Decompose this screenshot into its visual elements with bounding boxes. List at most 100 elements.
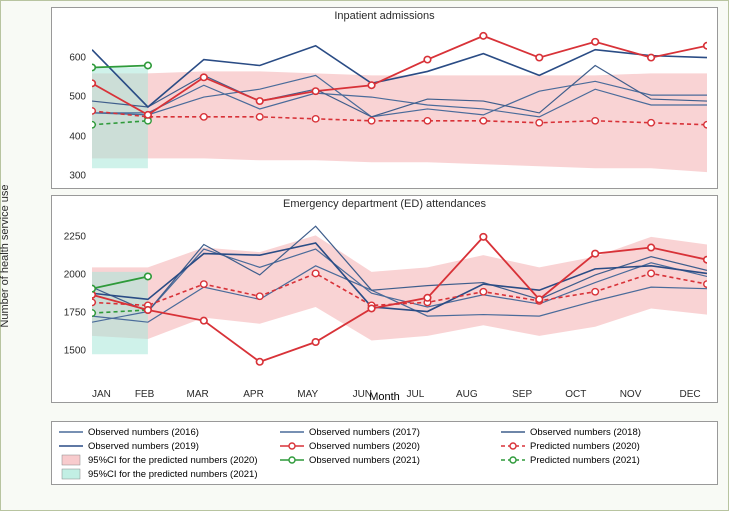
panel-title-inpatient: Inpatient admissions bbox=[52, 8, 717, 22]
marker-pred2020 bbox=[592, 289, 599, 295]
legend-swatch bbox=[279, 440, 305, 452]
y-tick: 2000 bbox=[64, 269, 86, 280]
marker-obs2020 bbox=[480, 33, 487, 39]
marker-pred2020 bbox=[92, 108, 95, 114]
legend-label: Observed numbers (2021) bbox=[309, 455, 420, 466]
panel-title-ed: Emergency department (ED) attendances bbox=[52, 196, 717, 210]
marker-pred2020 bbox=[368, 118, 375, 124]
marker-obs2020 bbox=[424, 295, 431, 301]
legend-swatch bbox=[500, 440, 526, 452]
legend-item-ci2021: 95%CI for the predicted numbers (2021) bbox=[58, 468, 269, 480]
y-tick: 500 bbox=[69, 92, 86, 103]
y-axis-bottom: 1500 1750 2000 2250 bbox=[52, 214, 90, 374]
legend-label: Predicted numbers (2020) bbox=[530, 441, 640, 452]
marker-pred2020 bbox=[480, 118, 487, 124]
legend-swatch bbox=[58, 468, 84, 480]
marker-pred2020 bbox=[480, 289, 487, 295]
y-tick: 2250 bbox=[64, 231, 86, 242]
figure-root: Number of health service use Inpatient a… bbox=[0, 0, 729, 511]
marker-obs2020 bbox=[592, 39, 599, 45]
marker-pred2020 bbox=[648, 120, 655, 126]
legend: Observed numbers (2016) Observed numbers … bbox=[51, 421, 718, 485]
marker-obs2020 bbox=[312, 88, 319, 94]
legend-item-obs2021: Observed numbers (2021) bbox=[279, 454, 490, 466]
marker-obs2020 bbox=[92, 80, 95, 86]
y-tick: 600 bbox=[69, 52, 86, 63]
legend-label: Observed numbers (2017) bbox=[309, 427, 420, 438]
marker-obs2020 bbox=[312, 339, 319, 345]
marker-pred2020 bbox=[256, 293, 263, 299]
marker-pred2020 bbox=[312, 270, 319, 276]
marker-pred2021 bbox=[92, 310, 95, 316]
marker-obs2020 bbox=[704, 257, 707, 263]
legend-item-obs2019: Observed numbers (2019) bbox=[58, 440, 269, 452]
legend-spacer bbox=[500, 468, 711, 480]
marker-obs2020 bbox=[424, 56, 431, 62]
marker-obs2021 bbox=[92, 64, 95, 70]
legend-label: Predicted numbers (2021) bbox=[530, 455, 640, 466]
legend-item-pred2020: Predicted numbers (2020) bbox=[500, 440, 711, 452]
marker-obs2020 bbox=[145, 307, 152, 313]
legend-item-obs2020: Observed numbers (2020) bbox=[279, 440, 490, 452]
legend-item-ci2020: 95%CI for the predicted numbers (2020) bbox=[58, 454, 269, 466]
legend-label: Observed numbers (2018) bbox=[530, 427, 641, 438]
marker-obs2020 bbox=[201, 317, 208, 323]
legend-item-pred2021: Predicted numbers (2021) bbox=[500, 454, 711, 466]
legend-swatch bbox=[58, 426, 84, 438]
marker-pred2020 bbox=[704, 122, 707, 128]
legend-label: Observed numbers (2020) bbox=[309, 441, 420, 452]
marker-pred2020 bbox=[704, 281, 707, 287]
legend-swatch bbox=[279, 426, 305, 438]
plot-area-top bbox=[92, 26, 707, 184]
series-obs2021 bbox=[92, 66, 148, 68]
marker-pred2020 bbox=[312, 116, 319, 122]
legend-label: Observed numbers (2019) bbox=[88, 441, 199, 452]
plot-area-bottom bbox=[92, 214, 707, 374]
marker-pred2020 bbox=[92, 299, 95, 305]
y-tick: 300 bbox=[69, 171, 86, 182]
marker-obs2020 bbox=[536, 54, 543, 60]
marker-obs2020 bbox=[648, 54, 655, 60]
marker-obs2020 bbox=[256, 98, 263, 104]
marker-pred2021 bbox=[92, 122, 95, 128]
legend-item-obs2016: Observed numbers (2016) bbox=[58, 426, 269, 438]
y-tick: 1500 bbox=[64, 346, 86, 357]
legend-label: Observed numbers (2016) bbox=[88, 427, 199, 438]
marker-obs2020 bbox=[536, 296, 543, 302]
legend-swatch bbox=[58, 454, 84, 466]
legend-item-obs2018: Observed numbers (2018) bbox=[500, 426, 711, 438]
marker-obs2021 bbox=[92, 285, 95, 291]
legend-swatch bbox=[500, 426, 526, 438]
marker-obs2020 bbox=[256, 359, 263, 365]
y-tick: 1750 bbox=[64, 308, 86, 319]
legend-spacer bbox=[279, 468, 490, 480]
legend-item-obs2017: Observed numbers (2017) bbox=[279, 426, 490, 438]
x-axis-label: Month bbox=[52, 391, 717, 403]
marker-obs2021 bbox=[145, 62, 152, 68]
marker-pred2020 bbox=[201, 281, 208, 287]
y-axis-label: Number of health service use bbox=[0, 184, 11, 327]
marker-pred2020 bbox=[648, 270, 655, 276]
panel-inpatient: Inpatient admissions 300 400 500 600 bbox=[51, 7, 718, 189]
marker-obs2021 bbox=[145, 273, 152, 279]
ci-band bbox=[92, 67, 148, 168]
marker-obs2020 bbox=[704, 43, 707, 49]
y-axis-top: 300 400 500 600 bbox=[52, 26, 90, 184]
legend-swatch bbox=[500, 454, 526, 466]
marker-obs2020 bbox=[592, 250, 599, 256]
marker-obs2020 bbox=[201, 74, 208, 80]
legend-swatch bbox=[58, 440, 84, 452]
marker-obs2020 bbox=[648, 244, 655, 250]
marker-obs2020 bbox=[368, 305, 375, 311]
legend-label: 95%CI for the predicted numbers (2020) bbox=[88, 455, 258, 466]
panel-ed: Emergency department (ED) attendances 15… bbox=[51, 195, 718, 403]
y-tick: 400 bbox=[69, 131, 86, 142]
marker-pred2020 bbox=[592, 118, 599, 124]
legend-label: 95%CI for the predicted numbers (2021) bbox=[88, 469, 258, 480]
marker-obs2020 bbox=[480, 234, 487, 240]
marker-pred2020 bbox=[256, 114, 263, 120]
marker-pred2020 bbox=[536, 120, 543, 126]
legend-swatch bbox=[279, 454, 305, 466]
marker-pred2020 bbox=[201, 114, 208, 120]
chart-svg-bottom bbox=[92, 214, 707, 374]
